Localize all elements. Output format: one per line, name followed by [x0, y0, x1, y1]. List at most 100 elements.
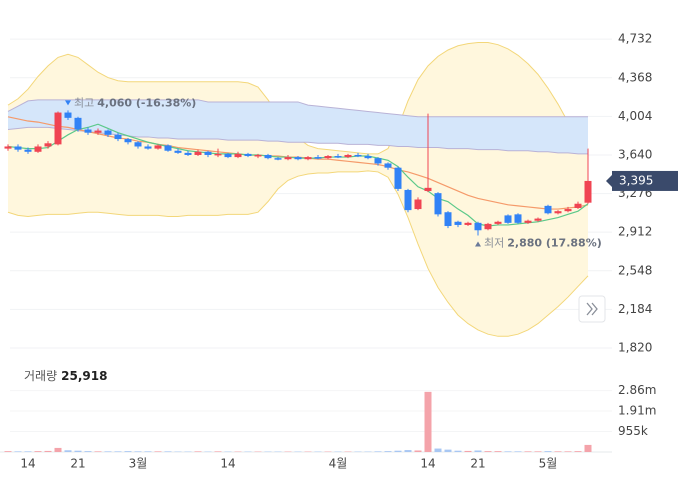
candle-body: [434, 193, 442, 215]
candle-body: [44, 143, 52, 147]
volume-bar: [84, 451, 92, 452]
volume-bar: [374, 451, 382, 452]
volume-header: 거래량 25,918: [24, 369, 107, 383]
candle-body: [104, 130, 112, 135]
candle-body: [134, 142, 142, 147]
band-lower: [7, 170, 589, 337]
volume-bar: [4, 451, 12, 452]
candle-body: [244, 153, 252, 157]
candle-body: [4, 146, 12, 149]
marker-arrow: [475, 241, 481, 247]
volume-bar: [584, 444, 592, 452]
volume-bar: [104, 451, 112, 452]
candle-body: [64, 112, 72, 118]
x-tick-label: 14: [420, 457, 435, 471]
volume-bar: [454, 450, 462, 452]
volume-bar: [424, 391, 432, 452]
candle-body: [414, 199, 422, 210]
candle-body: [24, 149, 32, 152]
candle-body: [254, 154, 262, 157]
candle-body: [444, 212, 452, 227]
candle-body: [214, 153, 222, 156]
candle-body: [14, 146, 22, 150]
candle-body: [264, 154, 272, 159]
y-tick-label: 4,368: [618, 70, 652, 84]
candle-body: [334, 156, 342, 158]
chevron: [591, 302, 598, 316]
candle-body: [574, 203, 582, 208]
volume-bar: [414, 450, 422, 452]
volume-bar: [384, 451, 392, 452]
marker-arrow: [65, 100, 71, 106]
candle-body: [364, 156, 372, 159]
volume-title: 거래량: [24, 369, 57, 383]
candle-body: [324, 156, 332, 159]
marker-label: 최저 2,880 (17.88%): [484, 237, 602, 250]
x-tick-label: 14: [220, 457, 235, 471]
volume-bar: [494, 451, 502, 452]
volume-tick-label: 2.86m: [618, 383, 656, 397]
candle-body: [354, 154, 362, 157]
candle-body: [304, 157, 312, 160]
candle-body: [554, 211, 562, 214]
candle-body: [384, 163, 392, 168]
candle-body: [34, 146, 42, 152]
volume-bar: [124, 451, 132, 452]
candle-body: [484, 223, 492, 230]
volume-bar: [544, 451, 552, 452]
volume-bar: [524, 451, 532, 452]
y-tick-label: 3,640: [618, 147, 652, 161]
candle-body: [224, 153, 232, 158]
y-tick-label: 2,184: [618, 302, 652, 316]
volume-bar: [34, 451, 42, 452]
candle-body: [424, 187, 432, 192]
candle-body: [184, 152, 192, 155]
volume-bar: [164, 451, 172, 452]
candle-body: [394, 167, 402, 189]
candle-body: [464, 222, 472, 225]
expand-button[interactable]: [578, 295, 606, 323]
candle-body: [564, 209, 572, 212]
band-upper: [7, 99, 588, 118]
volume-bar: [504, 451, 512, 452]
candle-body: [74, 117, 82, 130]
current-price-label: 3,395: [619, 173, 653, 187]
candle-body: [514, 214, 522, 223]
volume-bar: [134, 451, 142, 452]
volume-bar: [214, 451, 222, 452]
volume-bar: [64, 450, 72, 452]
y-tick-label: 2,912: [618, 225, 652, 239]
candle-body: [124, 139, 132, 143]
volume-bar: [194, 451, 202, 452]
volume-bar: [44, 450, 52, 452]
marker-label: 최고 4,060 (-16.38%): [74, 96, 196, 109]
marker-name: 최고: [74, 96, 94, 109]
volume-bar: [404, 450, 412, 452]
volume-tick-label: 955k: [618, 424, 648, 438]
volume-bar: [394, 450, 402, 452]
volume-tick-label: 1.91m: [618, 403, 656, 417]
volume-bar: [564, 451, 572, 452]
candle-body: [524, 220, 532, 223]
volume-bar: [474, 450, 482, 452]
candle-body: [94, 130, 102, 133]
x-tick-label: 21: [70, 457, 85, 471]
candle-body: [534, 218, 542, 221]
band-area: [8, 99, 588, 154]
current-price-pointer: [606, 174, 612, 187]
marker-value: 4,060 (-16.38%): [97, 96, 196, 109]
volume-bar: [554, 451, 562, 452]
candle-body: [274, 158, 282, 160]
volume-bar: [14, 451, 22, 452]
x-tick-label: 5월: [539, 457, 558, 471]
candle-body: [454, 221, 462, 225]
x-tick-label: 14: [20, 457, 35, 471]
volume-bar: [464, 450, 472, 452]
volume-bar: [54, 447, 62, 452]
candle-body: [154, 145, 162, 149]
volume-bar: [144, 451, 152, 452]
candle-body: [504, 215, 512, 223]
candle-body: [164, 145, 172, 151]
candle-body: [114, 134, 122, 140]
